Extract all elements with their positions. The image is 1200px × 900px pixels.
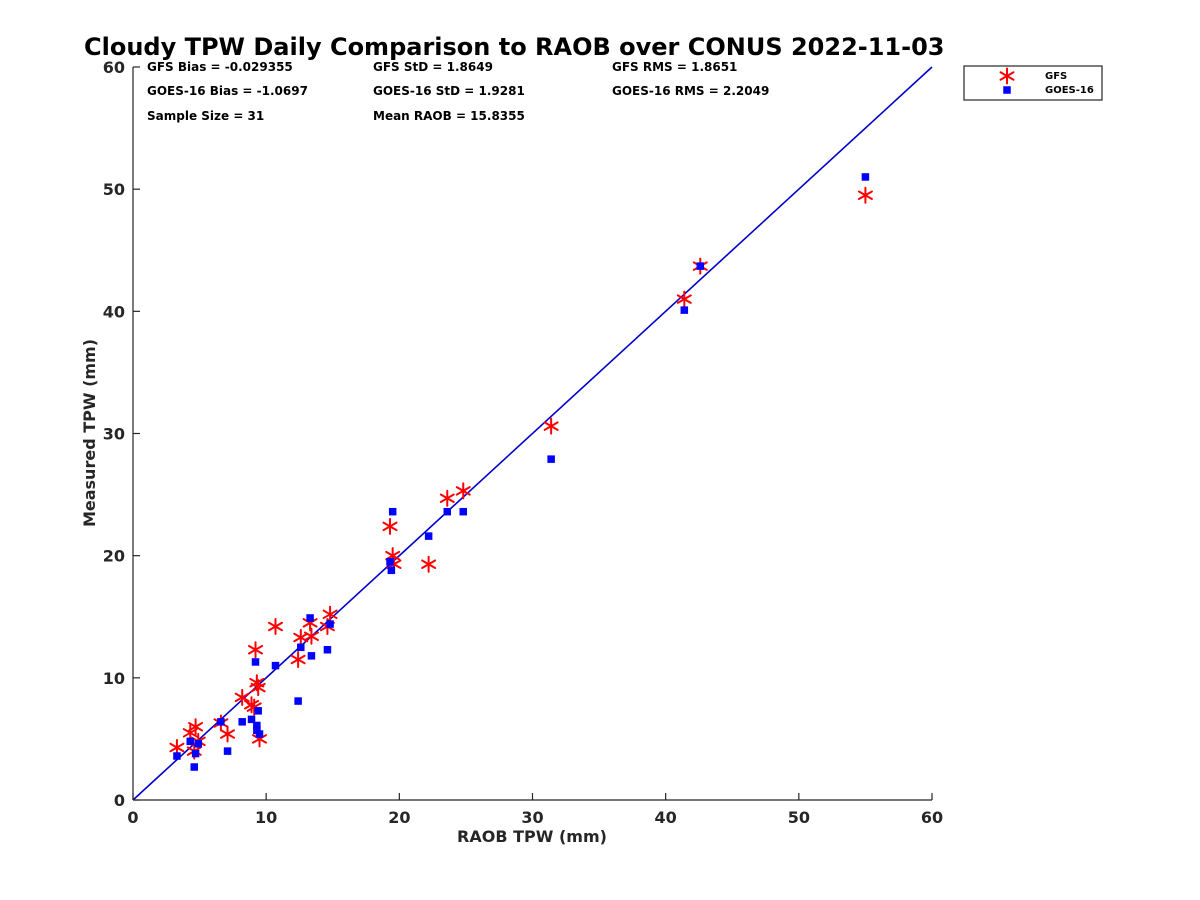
y-axis-label: Measured TPW (mm): [80, 339, 99, 527]
gfs-point: [234, 688, 250, 706]
legend-goes16-marker: [1003, 86, 1011, 94]
goes16-point: [424, 532, 433, 540]
gfs-point: [248, 641, 264, 659]
goes16-point: [186, 737, 195, 746]
goes16-point: [173, 752, 181, 760]
x-tick-label: 0: [127, 808, 138, 827]
goes16-point: [223, 747, 232, 755]
gfs-point: [290, 651, 306, 669]
y-tick-label: 60: [103, 58, 125, 77]
stat-gfs-rms: GFS RMS = 1.8651: [612, 60, 737, 74]
goes16-point: [253, 721, 261, 730]
gfs-point: [303, 627, 319, 645]
legend-goes16-square: [1003, 86, 1011, 94]
goes16-point: [443, 507, 452, 516]
goes16-point: [191, 749, 200, 758]
goes16-point: [386, 558, 394, 566]
goes16-point: [547, 455, 555, 463]
goes16-point: [323, 645, 332, 654]
y-tick-label: 20: [103, 547, 125, 566]
legend-gfs-asterisk: [999, 67, 1015, 85]
gfs-point: [322, 605, 338, 623]
y-tick-label: 40: [103, 302, 125, 321]
gfs-point: [188, 718, 204, 736]
goes16-point: [387, 566, 396, 575]
legend-gfs-marker: [999, 67, 1015, 85]
goes16-point: [861, 173, 870, 181]
goes16-point: [459, 507, 468, 516]
gfs-point: [250, 679, 266, 697]
gfs-point: [857, 186, 873, 204]
legend-goes16-label: GOES-16: [1045, 85, 1094, 96]
x-axis-label: RAOB TPW (mm): [457, 827, 607, 846]
goes16-point: [238, 718, 246, 726]
goes16-point: [190, 763, 199, 771]
stat-goes-rms: GOES-16 RMS = 2.2049: [612, 84, 769, 98]
stat-gfs-bias: GFS Bias = -0.029355: [147, 60, 293, 74]
gfs-point: [543, 417, 559, 435]
chart-title: Cloudy TPW Daily Comparison to RAOB over…: [84, 33, 944, 61]
goes16-point: [194, 740, 203, 748]
x-tick-label: 40: [655, 808, 677, 827]
goes16-point: [696, 262, 705, 270]
y-tick-label: 30: [103, 425, 125, 444]
goes16-point: [306, 614, 314, 622]
series-goes16: [173, 173, 870, 771]
goes16-point: [247, 715, 256, 724]
x-tick-label: 50: [788, 808, 810, 827]
gfs-point: [676, 290, 692, 308]
goes16-point: [253, 726, 261, 735]
legend: GFS GOES-16: [963, 65, 1103, 101]
goes16-point: [388, 507, 397, 516]
goes16-point: [271, 661, 280, 670]
x-tick-label: 30: [521, 808, 543, 827]
stat-gfs-std: GFS StD = 1.8649: [373, 60, 493, 74]
gfs-point: [382, 517, 398, 535]
goes16-point: [254, 707, 262, 715]
gfs-point: [455, 482, 471, 500]
stat-goes-std: GOES-16 StD = 1.9281: [373, 84, 525, 98]
goes16-point: [217, 718, 225, 726]
gfs-point: [267, 618, 283, 636]
gfs-point: [421, 555, 437, 573]
goes16-point: [297, 643, 305, 652]
goes16-point: [326, 620, 334, 628]
gfs-point: [220, 725, 236, 743]
x-tick-label: 60: [921, 808, 943, 827]
legend-gfs-label: GFS: [1045, 71, 1067, 82]
y-ticks: 0 10 20 30 40 50 60: [103, 58, 140, 810]
series-gfs: [169, 186, 873, 760]
goes16-point: [251, 658, 260, 666]
y-tick-label: 10: [103, 669, 125, 688]
one-to-one-line: [132, 66, 933, 801]
stat-mean-raob: Mean RAOB = 15.8355: [373, 109, 525, 123]
y-tick-label: 0: [114, 791, 125, 810]
goes16-point: [680, 306, 689, 314]
x-ticks: 0 10 20 30 40 50 60: [127, 793, 943, 827]
goes16-point: [307, 652, 316, 660]
x-tick-label: 10: [255, 808, 277, 827]
legend-box: [963, 65, 1103, 101]
stat-sample-size: Sample Size = 31: [147, 109, 264, 123]
stat-goes-bias: GOES-16 Bias = -1.0697: [147, 84, 308, 98]
x-tick-label: 20: [388, 808, 410, 827]
gfs-point: [439, 489, 455, 507]
y-tick-label: 50: [103, 180, 125, 199]
goes16-point: [294, 697, 302, 705]
